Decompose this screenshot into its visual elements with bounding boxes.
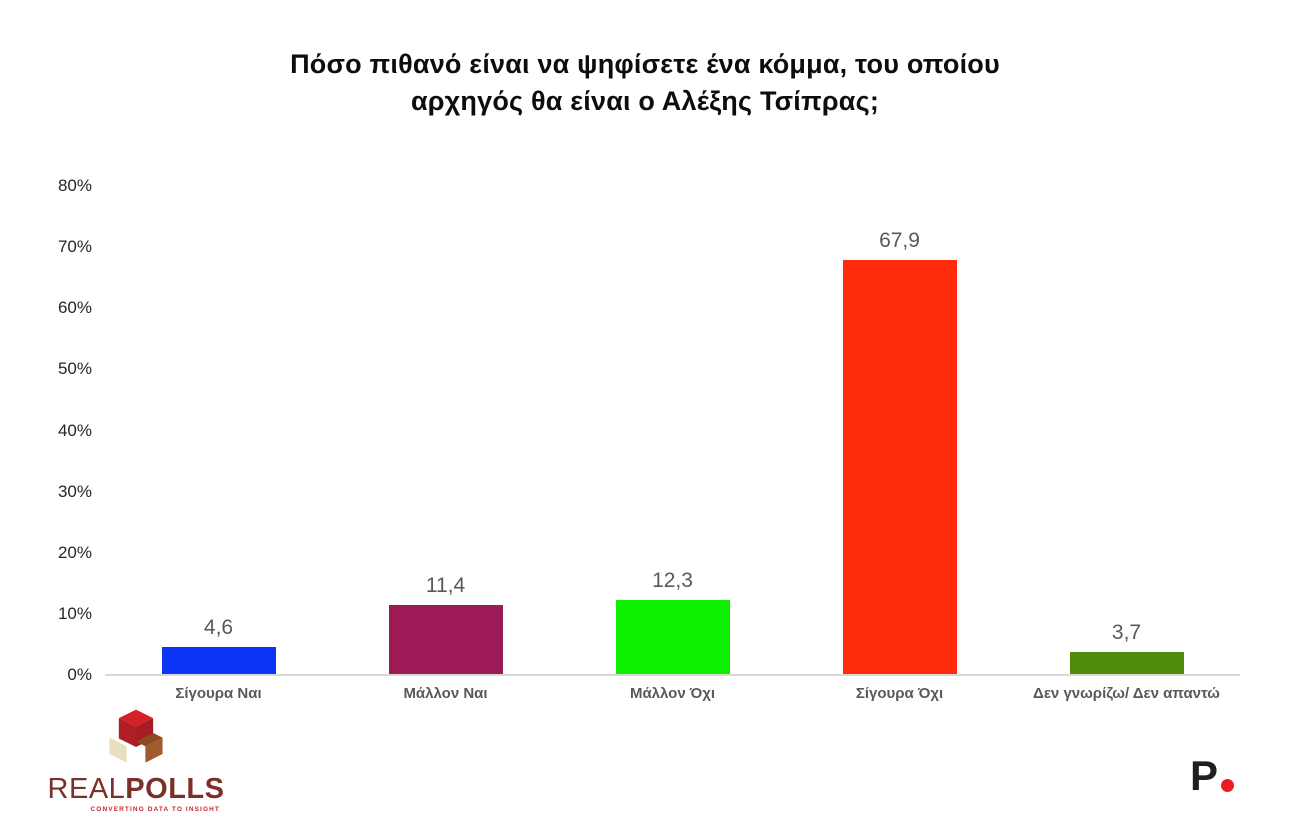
realpolls-tagline: CONVERTING DATA TO INSIGHT bbox=[90, 806, 220, 813]
x-category-label: Δεν γνωρίζω/ Δεν απαντώ bbox=[1033, 685, 1220, 702]
chart-title-line1: Πόσο πιθανό είναι να ψηφίσετε ένα κόμμα,… bbox=[290, 49, 1000, 79]
realpolls-wordmark: REALPOLLS bbox=[48, 774, 225, 804]
realpolls-wordmark-real: REAL bbox=[47, 773, 126, 805]
bar-slot: 4,6 bbox=[105, 186, 332, 675]
chart-title-line2: αρχηγός θα είναι ο Αλέξης Τσίπρας; bbox=[410, 86, 880, 116]
y-tick-label: 0% bbox=[67, 665, 92, 684]
x-category-label: Σίγουρα Όχι bbox=[855, 685, 944, 702]
bar-4 bbox=[842, 259, 957, 675]
realpolls-logo: REALPOLLS CONVERTING DATA TO INSIGHT bbox=[46, 708, 226, 813]
bar-1 bbox=[161, 646, 276, 675]
bar-slot: 67,9 bbox=[786, 186, 1013, 675]
p-logo: P bbox=[1189, 752, 1234, 799]
bar-3 bbox=[615, 599, 730, 675]
bar-slot: 3,7 bbox=[1013, 186, 1240, 675]
bar-value-label: 11,4 bbox=[425, 574, 466, 598]
x-axis-labels: Σίγουρα Ναι Μάλλον Ναι Μάλλον Όχι Σίγουρα Ό… bbox=[105, 684, 1240, 704]
y-tick-label: 60% bbox=[57, 298, 92, 318]
y-tick-label: 40% bbox=[57, 420, 92, 440]
y-axis: 80% 70% 60% 50% 40% 30% 20% 10% 0% bbox=[0, 176, 92, 684]
bar-2 bbox=[388, 605, 503, 675]
y-tick-label: 70% bbox=[57, 237, 92, 257]
y-tick-label: 80% bbox=[57, 176, 92, 195]
bar-5 bbox=[1069, 652, 1184, 675]
y-tick-label: 30% bbox=[57, 481, 92, 501]
x-axis-line bbox=[105, 674, 1240, 676]
plot-area: 4,6 11,4 12,3 67,9 3,7 bbox=[105, 186, 1240, 675]
bar-slot: 12,3 bbox=[559, 186, 786, 675]
chart-title: Πόσο πιθανό είναι να ψηφίσετε ένα κόμμα,… bbox=[0, 46, 1290, 120]
p-logo-red-dot-icon bbox=[1221, 779, 1234, 792]
y-tick-label: 10% bbox=[57, 603, 92, 623]
realpolls-cube-icon bbox=[109, 709, 163, 763]
realpolls-wordmark-polls: POLLS bbox=[125, 773, 225, 805]
bar-value-label: 3,7 bbox=[1111, 621, 1142, 645]
bar-value-label: 12,3 bbox=[652, 568, 693, 592]
x-category-label: Μάλλον Ναι bbox=[403, 685, 488, 702]
x-category-label: Μάλλον Όχι bbox=[629, 685, 716, 702]
x-category-label: Σίγουρα Ναι bbox=[175, 685, 262, 702]
bar-slot: 11,4 bbox=[332, 186, 559, 675]
y-tick-label: 50% bbox=[57, 359, 92, 379]
bar-value-label: 4,6 bbox=[203, 615, 234, 639]
bar-value-label: 67,9 bbox=[879, 228, 920, 252]
p-logo-letter: P bbox=[1189, 752, 1218, 799]
y-tick-label: 20% bbox=[57, 542, 92, 562]
